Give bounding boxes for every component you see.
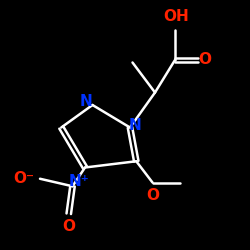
Text: N: N: [128, 118, 141, 132]
Text: O: O: [198, 52, 211, 68]
Text: N: N: [80, 94, 92, 109]
Text: OH: OH: [164, 9, 189, 24]
Text: O: O: [146, 188, 159, 203]
Text: N⁺: N⁺: [68, 174, 89, 189]
Text: O⁻: O⁻: [13, 171, 34, 186]
Text: O: O: [62, 219, 75, 234]
